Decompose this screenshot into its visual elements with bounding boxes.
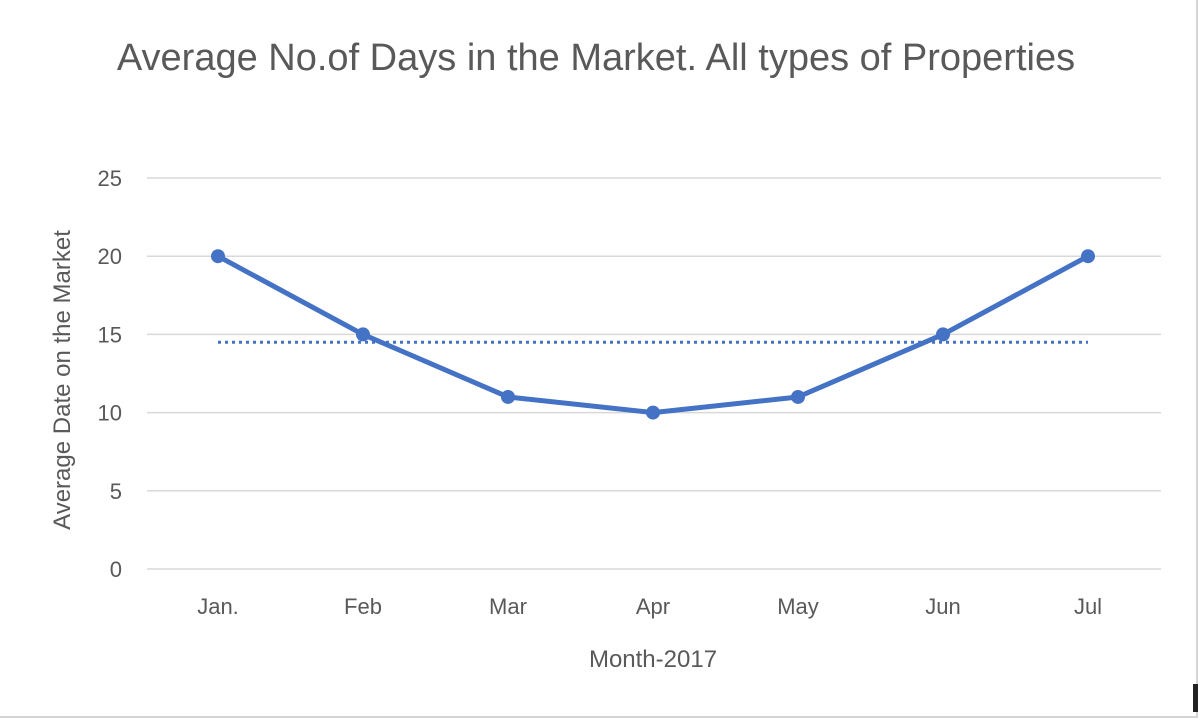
x-tick-label-6: Jun xyxy=(925,594,960,619)
data-point-apr xyxy=(646,405,660,420)
data-point-jun xyxy=(936,327,950,342)
x-axis-title: Month-2017 xyxy=(589,646,717,673)
y-tick-label-10: 10 xyxy=(98,401,122,426)
data-point-may xyxy=(791,389,805,404)
x-tick-label-5: May xyxy=(777,594,819,619)
window-edge-mark xyxy=(1193,684,1198,712)
y-axis-title: Average Date on the Market xyxy=(49,230,76,530)
y-tick-label-5: 5 xyxy=(110,479,122,504)
x-tick-label-1: Jan. xyxy=(197,594,239,619)
x-tick-label-3: Mar xyxy=(489,594,527,619)
data-point-jul xyxy=(1081,249,1095,264)
series-group xyxy=(211,249,1095,420)
data-point-mar xyxy=(501,389,515,404)
gridlines xyxy=(147,177,1161,570)
x-tick-label-4: Apr xyxy=(636,594,670,619)
y-tick-label-15: 15 xyxy=(98,322,122,347)
x-tick-label-2: Feb xyxy=(344,594,382,619)
x-tick-label-7: Jul xyxy=(1074,594,1102,619)
data-point-jan xyxy=(211,249,225,264)
y-tick-label-25: 25 xyxy=(98,166,122,191)
y-tick-label-20: 20 xyxy=(98,244,122,269)
y-tick-label-0: 0 xyxy=(110,557,122,582)
y-tick-labels: 0 5 10 15 20 25 xyxy=(98,166,122,582)
data-point-feb xyxy=(356,327,370,342)
x-tick-labels: Jan. Feb Mar Apr May Jun Jul xyxy=(197,594,1102,619)
chart-title: Average No.of Days in the Market. All ty… xyxy=(116,37,1076,79)
